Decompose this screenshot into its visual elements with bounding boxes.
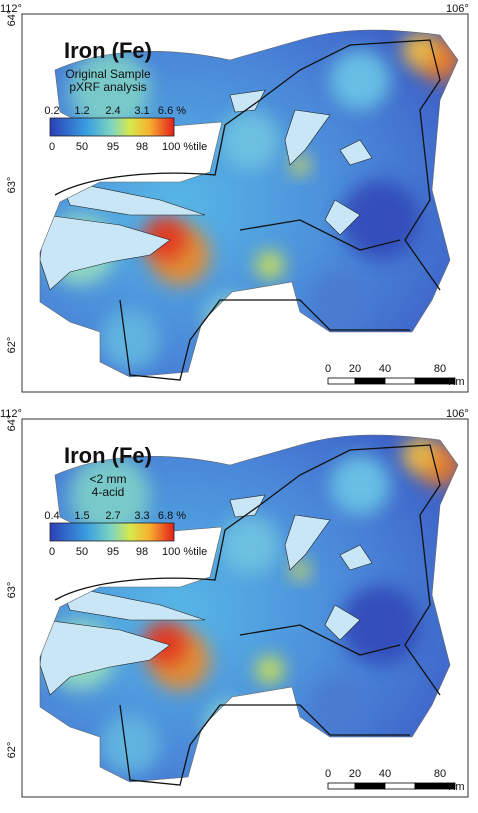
lake — [59, 179, 206, 216]
legend-percentile-label: 95 — [107, 546, 119, 558]
concentration-patch — [330, 455, 390, 515]
concentration-patch — [256, 251, 284, 279]
lake — [59, 584, 206, 621]
legend-value-label: 3.1 — [134, 105, 149, 117]
scale-label: 40 — [379, 363, 391, 375]
latitude-label: 63° — [6, 582, 18, 599]
scale-segment — [414, 377, 456, 385]
scale-segment — [384, 782, 416, 790]
lake — [40, 214, 171, 291]
legend-value-label: 2.4 — [105, 105, 120, 117]
map-panel: 112° 106° 64° 63° 62° Iron (Fe) Original Sampl… — [0, 3, 469, 393]
legend-percentile-label: 98 — [136, 546, 148, 558]
concentration-patch — [100, 310, 160, 370]
legend-value-label: 0.2 — [44, 105, 59, 117]
concentration-patch — [70, 50, 150, 130]
geologic-boundary — [119, 704, 410, 786]
geologic-boundary — [119, 299, 410, 381]
legend-percentile-label: 100 %tile — [162, 141, 207, 153]
legend-value-label: 6.8 % — [158, 510, 186, 522]
scale-unit: Km — [448, 781, 465, 793]
map-subtitle: 4-acid — [92, 485, 125, 499]
geologic-boundary — [54, 39, 441, 291]
lake — [339, 139, 373, 166]
scale-label: 40 — [379, 768, 391, 780]
legend-percentile-label: 95 — [107, 141, 119, 153]
map-title: Iron (Fe) — [64, 38, 152, 63]
scale-segment — [354, 377, 386, 385]
lake — [229, 89, 266, 113]
legend-value-label: 2.7 — [105, 510, 120, 522]
legend-value-label: 0.4 — [44, 510, 59, 522]
scale-segment — [354, 782, 386, 790]
legend-percentile-label: 0 — [49, 141, 55, 153]
scale-segment — [414, 782, 456, 790]
legend-percentile-label: 0 — [49, 546, 55, 558]
scale-segment — [327, 377, 356, 385]
scale-label: 0 — [325, 363, 331, 375]
longitude-label: 112° — [0, 408, 22, 420]
legend-value-label: 1.2 — [74, 105, 89, 117]
concentration-patch — [220, 110, 280, 170]
legend-value-label: 3.3 — [134, 510, 149, 522]
map-subtitle: <2 mm — [89, 472, 126, 486]
scale-unit: Km — [448, 376, 465, 388]
lake — [324, 604, 361, 641]
color-bar — [49, 522, 175, 542]
latitude-label: 62° — [6, 337, 18, 354]
scale-label: 20 — [349, 768, 361, 780]
scale-segment — [384, 377, 416, 385]
geologic-boundary — [239, 624, 401, 656]
scale-label: 0 — [325, 768, 331, 780]
concentration-patch — [256, 656, 284, 684]
map-subtitle: pXRF analysis — [69, 80, 146, 94]
latitude-label: 63° — [6, 177, 18, 194]
longitude-label: 112° — [0, 3, 22, 15]
concentration-patch — [100, 715, 160, 775]
concentration-patch — [310, 675, 370, 735]
latitude-label: 64° — [6, 415, 18, 432]
scale-label: 20 — [349, 363, 361, 375]
scale-segment — [327, 782, 356, 790]
legend-percentile-label: 100 %tile — [162, 546, 207, 558]
legend-value-label: 6.6 % — [158, 105, 186, 117]
lake — [284, 514, 331, 571]
scale-label: 80 — [434, 363, 446, 375]
legend-percentile-label: 50 — [76, 141, 88, 153]
map-title: Iron (Fe) — [64, 443, 152, 468]
latitude-label: 64° — [6, 10, 18, 27]
lake — [324, 199, 361, 236]
concentration-patch — [220, 515, 280, 575]
concentration-patch — [330, 50, 390, 110]
longitude-label: 106° — [446, 3, 469, 15]
concentration-patch — [310, 270, 370, 330]
map-panel: 112° 106° 64° 63° 62° Iron (Fe) <2 mm4-acid 0.4… — [0, 408, 469, 798]
legend-percentile-label: 98 — [136, 141, 148, 153]
lake — [229, 494, 266, 518]
lake — [339, 544, 373, 571]
legend-value-label: 1.5 — [74, 510, 89, 522]
lake — [40, 619, 171, 696]
geologic-boundary — [239, 219, 401, 251]
longitude-label: 106° — [446, 408, 469, 420]
geologic-boundary — [54, 444, 441, 696]
latitude-label: 62° — [6, 742, 18, 759]
concentration-patch — [70, 455, 150, 535]
lake — [284, 109, 331, 166]
scale-label: 80 — [434, 768, 446, 780]
legend-percentile-label: 50 — [76, 546, 88, 558]
color-bar — [49, 117, 175, 137]
map-subtitle: Original Sample — [65, 67, 151, 81]
